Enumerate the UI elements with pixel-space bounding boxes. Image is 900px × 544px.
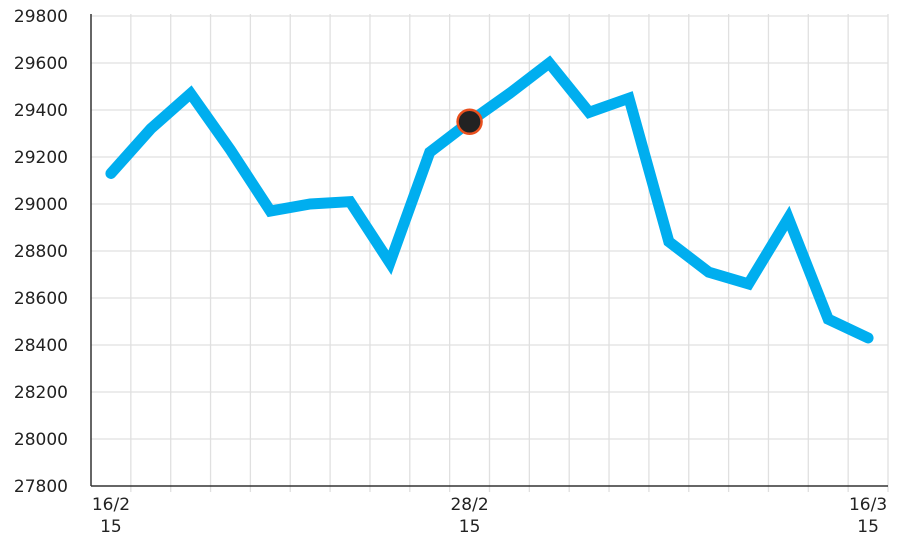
x-tick-label: 16/3 <box>849 495 887 515</box>
y-tick-label: 28400 <box>14 336 68 356</box>
y-tick-label: 29600 <box>14 54 68 74</box>
y-tick-label: 29000 <box>14 195 68 215</box>
y-tick-label: 28000 <box>14 430 68 450</box>
x-tick-label-year: 15 <box>857 517 879 537</box>
y-tick-label: 28600 <box>14 289 68 309</box>
x-tick-label-year: 15 <box>100 517 122 537</box>
x-tick-label-year: 15 <box>459 517 481 537</box>
y-tick-label: 29400 <box>14 101 68 121</box>
y-tick-label: 29800 <box>14 7 68 27</box>
y-tick-label: 28800 <box>14 242 68 262</box>
y-tick-label: 29200 <box>14 148 68 168</box>
y-tick-label: 28200 <box>14 383 68 403</box>
x-tick-label: 16/2 <box>92 495 130 515</box>
highlight-marker[interactable] <box>458 110 482 134</box>
y-tick-label: 27800 <box>14 477 68 497</box>
x-tick-label: 28/2 <box>450 495 488 515</box>
y-axis-ticks: 27800 28000 28200 28400 28600 28800 29000 29200… <box>14 7 68 497</box>
